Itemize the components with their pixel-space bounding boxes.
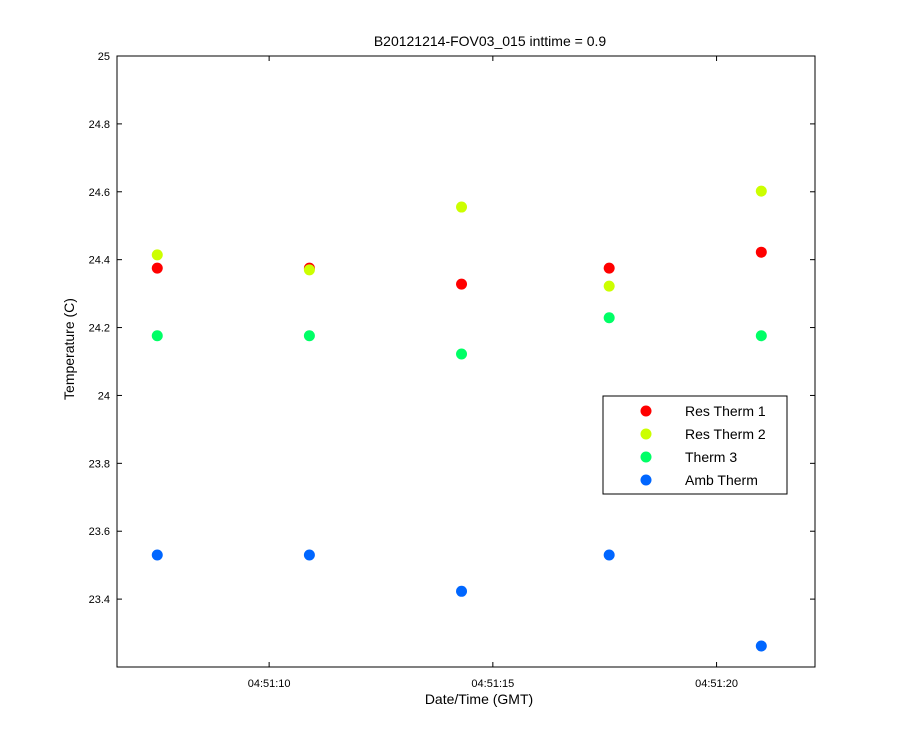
y-tick-label: 24.6 bbox=[89, 187, 110, 199]
point-amb-therm bbox=[151, 549, 163, 561]
legend-box bbox=[602, 395, 788, 495]
y-tick-label: 24.4 bbox=[89, 255, 110, 267]
y-tick-label: 23.4 bbox=[89, 594, 110, 606]
legend-label: Res Therm 2 bbox=[685, 426, 766, 442]
point-amb-therm bbox=[603, 549, 615, 561]
legend: Res Therm 1 Res Therm 2 Therm 3 Amb Therm bbox=[602, 395, 788, 495]
point-therm-3 bbox=[755, 330, 767, 342]
point-res-therm-2 bbox=[151, 249, 163, 261]
point-res-therm-2 bbox=[303, 264, 315, 276]
point-therm-3 bbox=[303, 330, 315, 342]
x-tick-label: 04:51:15 bbox=[471, 678, 514, 690]
legend-marker bbox=[640, 474, 652, 486]
point-therm-3 bbox=[456, 348, 468, 360]
y-tick-label: 24.2 bbox=[89, 323, 110, 335]
legend-label: Therm 3 bbox=[685, 449, 737, 465]
y-tick-label: 24 bbox=[98, 390, 110, 402]
x-tick-label: 04:51:20 bbox=[695, 678, 738, 690]
axis-ticks: 23.4 23.6 23.8 24 24.2 24.4 24.6 24.8 25 04:51:10… bbox=[89, 51, 815, 690]
legend-label: Res Therm 1 bbox=[685, 403, 766, 419]
y-tick-label: 24.8 bbox=[89, 119, 110, 131]
point-therm-3 bbox=[603, 312, 615, 324]
legend-marker bbox=[640, 451, 652, 463]
point-amb-therm bbox=[303, 549, 315, 561]
data-points bbox=[151, 185, 767, 652]
point-res-therm-2 bbox=[755, 185, 767, 197]
y-tick-label: 25 bbox=[98, 51, 110, 63]
x-axis-label: Date/Time (GMT) bbox=[425, 691, 533, 707]
legend-label: Amb Therm bbox=[685, 472, 758, 488]
point-res-therm-2 bbox=[456, 201, 468, 213]
legend-marker bbox=[640, 428, 652, 440]
point-amb-therm bbox=[755, 640, 767, 652]
point-res-therm-1 bbox=[151, 262, 163, 274]
point-res-therm-1 bbox=[603, 262, 615, 274]
x-tick-label: 04:51:10 bbox=[248, 678, 291, 690]
plot-area bbox=[116, 55, 816, 668]
point-res-therm-1 bbox=[456, 278, 468, 290]
legend-marker bbox=[640, 405, 652, 417]
point-res-therm-2 bbox=[603, 280, 615, 292]
y-axis-label: Temperature (C) bbox=[61, 298, 77, 400]
chart-title: B20121214-FOV03_015 inttime = 0.9 bbox=[374, 33, 607, 49]
y-tick-label: 23.6 bbox=[89, 526, 110, 538]
y-tick-label: 23.8 bbox=[89, 458, 110, 470]
point-therm-3 bbox=[151, 330, 163, 342]
point-amb-therm bbox=[456, 585, 468, 597]
point-res-therm-1 bbox=[755, 246, 767, 258]
